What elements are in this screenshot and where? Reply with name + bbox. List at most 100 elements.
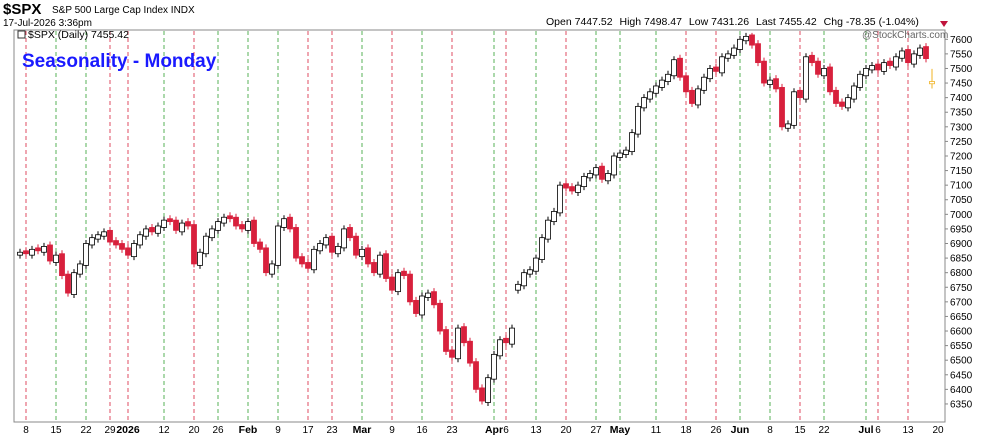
candle-body (449, 349, 455, 358)
candle-body (257, 241, 263, 250)
candle-body (545, 219, 551, 240)
x-tick-label: 9 (275, 425, 281, 436)
change-percent: (-1.04%) (879, 16, 919, 28)
candle-body (485, 377, 491, 403)
candle-body (143, 228, 149, 237)
change-value: -78.35 (846, 16, 876, 28)
candle-body (737, 38, 743, 50)
candle-body (533, 257, 539, 272)
candle-body (893, 56, 899, 68)
candle-body (539, 237, 545, 260)
candle-body (677, 57, 683, 78)
x-tick-label: Jul (858, 424, 873, 436)
x-tick-label: 6 (503, 425, 509, 436)
candle-body (611, 155, 617, 176)
candle-body (263, 247, 269, 274)
candle-body (179, 222, 185, 233)
x-tick-label: 23 (326, 425, 338, 436)
candle-body (863, 68, 869, 77)
candle-body (203, 235, 209, 255)
candle-body (401, 270, 407, 276)
candle-body (239, 224, 245, 230)
candle-body (527, 269, 533, 275)
candle-body (551, 211, 557, 223)
down-arrow (940, 21, 948, 27)
candle-body (311, 248, 317, 271)
x-tick-label: 20 (188, 425, 200, 436)
candle-body (683, 75, 689, 93)
candle-body (299, 256, 305, 265)
candle-body (59, 253, 65, 276)
candle-body (119, 243, 125, 250)
candle-body (65, 273, 71, 294)
candle-body (455, 327, 461, 360)
candle-body (365, 247, 371, 265)
y-tick-label: 7450 (950, 79, 973, 90)
y-tick-label: 6750 (950, 283, 973, 294)
candle-body (95, 234, 101, 240)
x-tick-label: 9 (389, 425, 395, 436)
candle-body (227, 215, 233, 220)
candle-body (437, 302, 443, 332)
y-tick-label: 6550 (950, 341, 973, 352)
legend-value: 7455.42 (91, 29, 129, 41)
x-tick-label: 18 (680, 425, 692, 436)
candle-body (923, 46, 929, 60)
candle-body (743, 35, 749, 42)
candle-body (383, 253, 389, 279)
candle-body (641, 97, 647, 109)
candle-body (473, 361, 479, 390)
candle-body (77, 263, 83, 275)
candle-body (275, 225, 281, 266)
candle-body (857, 73, 863, 88)
x-tick-label: 13 (530, 425, 542, 436)
candle-body (17, 251, 23, 256)
y-tick-label: 7400 (950, 93, 973, 104)
candle-body (251, 219, 257, 244)
x-tick-label: Jun (731, 424, 750, 436)
last-label: Last (756, 16, 776, 28)
y-tick-label: 6800 (950, 268, 973, 279)
x-tick-label: 23 (446, 425, 458, 436)
candle-body (89, 237, 95, 246)
x-tick-label: 2026 (116, 424, 140, 436)
candle-body (749, 34, 755, 46)
y-tick-label: 6500 (950, 356, 973, 367)
x-tick-label: 22 (818, 425, 830, 436)
y-tick-label: 6850 (950, 254, 973, 265)
candle-body (509, 327, 515, 345)
candle-body (215, 221, 221, 231)
candle-body (161, 219, 167, 228)
candle-body (821, 68, 827, 77)
candle-body (803, 56, 809, 100)
candle-body (353, 235, 359, 256)
candle-body (377, 254, 383, 275)
candle-body (83, 243, 89, 266)
y-tick-label: 6350 (950, 399, 973, 410)
candle-body (317, 243, 323, 252)
candle-body (293, 227, 299, 259)
y-tick-label: 6650 (950, 312, 973, 323)
candle-body (341, 228, 347, 249)
x-tick-label: 8 (767, 425, 773, 436)
candle-body (671, 59, 677, 77)
candles (17, 32, 935, 406)
x-tick-label: 26 (212, 425, 224, 436)
high-value: 7498.47 (644, 16, 682, 28)
y-tick-label: 7100 (950, 181, 973, 192)
candle-body (173, 219, 179, 231)
x-tick-label: 20 (560, 425, 572, 436)
candle-body (587, 173, 593, 179)
low-value: 7431.26 (711, 16, 749, 28)
candle-body (335, 246, 341, 255)
candle-body (389, 276, 395, 291)
candle-body (905, 49, 911, 64)
candle-body (197, 251, 203, 266)
x-tick-label: 15 (794, 425, 806, 436)
legend-label: $SPX (Daily) (28, 29, 88, 41)
candle-body (569, 186, 575, 192)
candle-body (125, 247, 131, 256)
low-label: Low (689, 16, 709, 28)
candle-body (329, 235, 335, 253)
candle-body (689, 89, 695, 104)
